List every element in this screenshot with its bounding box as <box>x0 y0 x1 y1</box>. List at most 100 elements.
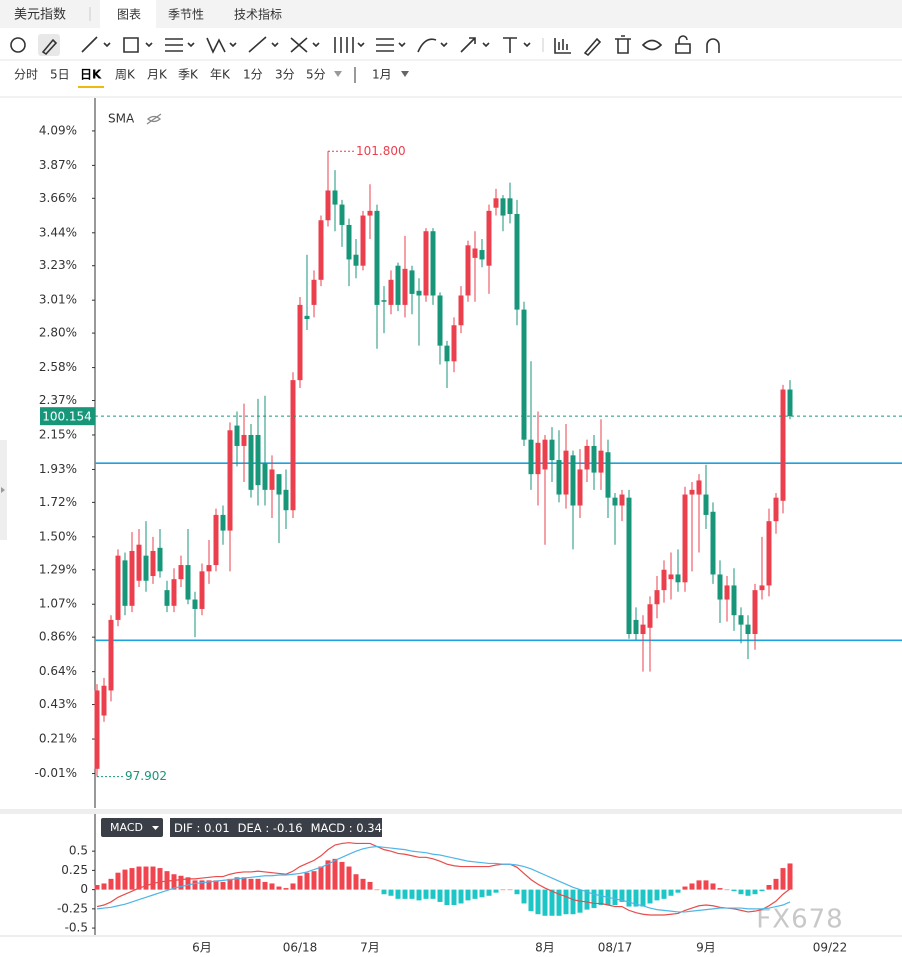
tab[interactable]: 图表 <box>117 8 141 22</box>
tab[interactable]: 技术指标 <box>234 7 282 22</box>
y-tick-label: 1.93% <box>39 462 77 476</box>
period[interactable]: 3分 <box>275 68 295 82</box>
macd-bar <box>290 883 296 890</box>
macd-bar <box>381 889 387 895</box>
tool-icon[interactable] <box>503 37 531 53</box>
tool-icon[interactable] <box>376 38 406 52</box>
candle-body <box>493 198 499 208</box>
tool-icon[interactable] <box>460 37 490 53</box>
y-tick-label: 3.66% <box>39 191 77 205</box>
hide-icon[interactable] <box>146 113 162 125</box>
macd-bar <box>780 868 786 890</box>
macd-bar <box>115 872 121 890</box>
tool-icon[interactable] <box>641 39 663 51</box>
candle-body <box>367 210 373 216</box>
macd-bar <box>192 880 198 890</box>
macd-bar <box>129 868 135 890</box>
period[interactable]: 分时 <box>14 68 38 82</box>
range[interactable]: 1月 <box>372 68 392 82</box>
period[interactable]: 年K <box>210 68 231 82</box>
tool-icon[interactable] <box>583 37 602 57</box>
tool-icon[interactable] <box>675 35 691 54</box>
candle-body <box>605 452 611 498</box>
macd-bar <box>619 889 625 902</box>
candle-body <box>738 615 744 625</box>
candle-body <box>339 204 345 225</box>
candle-body <box>745 624 751 635</box>
pane-divider <box>0 809 902 814</box>
tool-icon[interactable] <box>165 38 195 52</box>
legend-separator: : <box>193 821 204 835</box>
candle-body <box>633 619 639 635</box>
tool-icon[interactable] <box>123 37 153 53</box>
tool-icon[interactable] <box>615 35 631 54</box>
period[interactable]: 1分 <box>243 68 263 82</box>
tool-icon[interactable] <box>554 38 571 54</box>
tool-icon[interactable] <box>41 38 58 56</box>
period[interactable]: 5日 <box>50 68 70 82</box>
tool-icon[interactable] <box>290 37 320 53</box>
period[interactable]: 周K <box>115 68 136 82</box>
macd-bar <box>374 889 380 891</box>
instrument-title: 美元指数 <box>14 8 66 23</box>
macd-bar <box>241 877 247 890</box>
candle-body <box>773 497 779 522</box>
macd-bar <box>542 889 548 916</box>
period[interactable]: 5分 <box>306 68 326 82</box>
period[interactable]: 日K <box>80 68 102 82</box>
dropdown-arrow[interactable] <box>401 71 409 77</box>
candle-body <box>521 309 527 440</box>
candle-body <box>661 569 667 591</box>
macd-bar <box>598 889 604 905</box>
indicator-select[interactable] <box>101 818 163 837</box>
tool-icon[interactable] <box>206 37 237 54</box>
tool-icon[interactable] <box>81 36 111 53</box>
candle-body <box>549 439 555 461</box>
macd-bar <box>612 889 618 905</box>
watermark: FX678 <box>756 905 843 935</box>
macd-bar <box>199 880 205 890</box>
tab-active[interactable] <box>100 0 156 28</box>
low-label: 97.902 <box>125 769 167 783</box>
macd-bar <box>108 878 114 890</box>
macd-bar <box>276 886 282 890</box>
x-tick-label: 6月 <box>192 941 212 955</box>
candle-body <box>374 210 380 305</box>
macd-bar <box>339 861 345 890</box>
macd-bar <box>682 886 688 890</box>
y-tick-label: 0.21% <box>39 732 77 746</box>
candle-body <box>696 480 702 495</box>
macd-bar <box>255 878 261 890</box>
macd-bar <box>556 889 562 916</box>
macd-bar <box>759 889 765 892</box>
tool-icon[interactable] <box>706 38 720 53</box>
macd-bar <box>430 889 436 899</box>
macd-bar <box>493 889 499 893</box>
dropdown-arrow[interactable] <box>334 71 342 77</box>
candle-body <box>626 497 632 635</box>
candle-body <box>388 279 394 305</box>
candle-body <box>332 190 338 205</box>
tool-icon[interactable] <box>10 37 26 53</box>
period[interactable]: 月K <box>147 68 168 82</box>
macd-bar <box>766 885 772 890</box>
tool-icon[interactable] <box>417 38 448 53</box>
candle-body <box>185 565 191 600</box>
macd-bar <box>521 889 527 904</box>
y-tick-label: 2.80% <box>39 326 77 340</box>
tool-icon[interactable] <box>334 37 365 53</box>
tool-icon[interactable] <box>248 36 279 53</box>
macd-bar <box>395 889 401 899</box>
period[interactable]: 季K <box>178 68 199 82</box>
tab[interactable]: 季节性 <box>168 8 204 22</box>
y-tick-label: 0 <box>80 882 88 896</box>
macd-bar <box>367 881 373 890</box>
y-tick-label: 3.01% <box>39 293 77 307</box>
candle-body <box>752 590 758 635</box>
candle-body <box>591 445 597 473</box>
candle-body <box>213 514 219 566</box>
candle-body <box>290 380 296 511</box>
candle-body <box>269 469 275 490</box>
candle-body <box>150 550 156 577</box>
period-underline <box>78 86 104 88</box>
